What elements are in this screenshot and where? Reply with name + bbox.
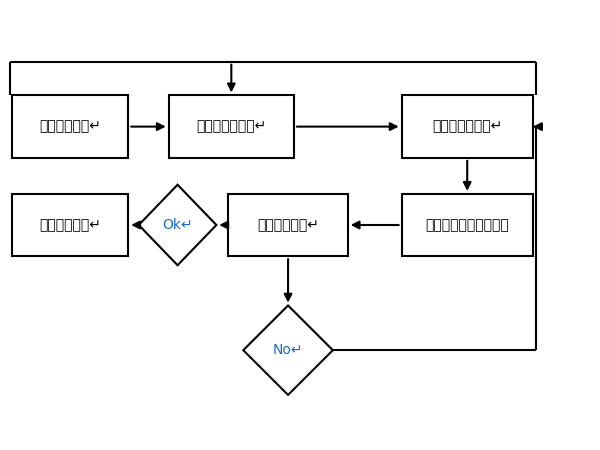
Text: 更换计量电动机↵: 更换计量电动机↵ bbox=[432, 120, 502, 134]
Bar bbox=[12, 194, 128, 256]
Bar bbox=[12, 95, 128, 158]
Text: No↵: No↵ bbox=[273, 343, 304, 357]
Text: 加高加固料斗↵: 加高加固料斗↵ bbox=[39, 120, 101, 134]
Polygon shape bbox=[139, 185, 217, 265]
Polygon shape bbox=[243, 306, 333, 395]
Bar bbox=[401, 194, 533, 256]
Bar bbox=[229, 194, 348, 256]
Text: 更换料斗振动器↵: 更换料斗振动器↵ bbox=[196, 120, 266, 134]
Text: 检查配料强度↵: 检查配料强度↵ bbox=[257, 218, 319, 232]
Text: 进行下一工序↵: 进行下一工序↵ bbox=[39, 218, 101, 232]
Bar bbox=[401, 95, 533, 158]
Bar bbox=[169, 95, 294, 158]
Text: 单个料斗逐一调试运行: 单个料斗逐一调试运行 bbox=[425, 218, 509, 232]
Text: Ok↵: Ok↵ bbox=[162, 218, 193, 232]
